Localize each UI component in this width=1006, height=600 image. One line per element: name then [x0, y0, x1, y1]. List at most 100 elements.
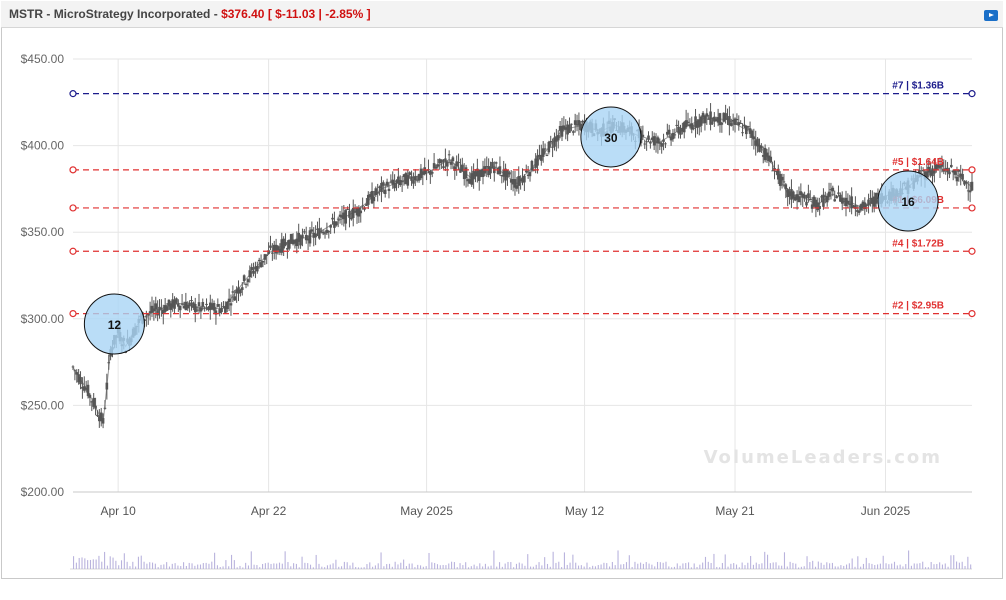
candle-body: [156, 310, 159, 316]
candle-body: [449, 161, 453, 165]
volume-bar: [868, 563, 870, 569]
volume-bar: [434, 562, 436, 569]
candle-body: [468, 179, 472, 184]
volume-bar: [642, 563, 644, 569]
volume-bar: [146, 563, 148, 569]
trade-bubble-label: 12: [108, 318, 122, 332]
candle-body: [801, 193, 805, 198]
candle-body: [799, 191, 803, 195]
volume-bar: [541, 565, 543, 569]
candle-body: [199, 307, 203, 312]
bracket-close: ]: [363, 7, 371, 21]
candle-body: [340, 215, 344, 218]
candle-body: [679, 130, 682, 135]
volume-bar: [106, 565, 108, 569]
volume-bar: [262, 563, 264, 569]
volume-bar: [487, 566, 489, 569]
volume-bar: [264, 563, 266, 569]
candle-body: [210, 303, 214, 310]
volume-bar: [496, 566, 498, 569]
volume-bar: [744, 565, 746, 569]
volume-bar: [326, 565, 329, 569]
candle-body: [733, 118, 737, 125]
candle-body: [846, 200, 850, 204]
volume-bar: [961, 561, 963, 569]
volume-bar: [394, 561, 396, 569]
volume-bar: [885, 563, 887, 569]
volume-bar: [967, 556, 969, 569]
candle-body: [154, 303, 158, 310]
candle-body: [244, 283, 248, 285]
x-tick-label: Jun 2025: [861, 504, 911, 518]
volume-bar: [397, 564, 399, 569]
volume-bar: [135, 566, 137, 569]
volume-bar: [380, 552, 382, 569]
volume-bar: [208, 563, 210, 569]
candle-body: [310, 229, 314, 232]
volume-bar: [341, 566, 343, 569]
candle-body: [295, 238, 299, 247]
candle-body: [321, 231, 325, 234]
volume-bar: [891, 563, 893, 569]
volume-bar: [620, 564, 622, 569]
volume-bar: [594, 566, 597, 569]
volume-bar: [600, 564, 602, 569]
volume-bar: [772, 562, 774, 569]
volume-bar: [185, 566, 187, 569]
level-label: #2 | $2.95B: [892, 301, 944, 312]
volume-bar: [625, 562, 628, 569]
candle-body: [402, 174, 406, 178]
candle-body: [314, 233, 317, 238]
candle-body: [291, 239, 295, 245]
candle-body: [876, 193, 880, 195]
volume-bar: [428, 552, 430, 569]
candle-body: [397, 176, 400, 184]
candle-body: [692, 127, 695, 129]
candle-body: [566, 124, 569, 135]
video-play-icon[interactable]: [984, 10, 998, 21]
candle-body: [205, 303, 208, 306]
candle-body: [267, 250, 270, 254]
volume-bar: [109, 556, 111, 569]
candle-body: [432, 163, 436, 169]
candle-body: [824, 195, 827, 197]
candle-body: [436, 164, 440, 167]
volume-bar: [809, 562, 811, 569]
candle-body: [195, 309, 199, 311]
volume-bar: [592, 565, 594, 569]
volume-bar: [211, 561, 213, 569]
candle-body: [855, 210, 859, 212]
candle-body: [413, 176, 417, 181]
candle-body: [938, 165, 942, 168]
volume-bar: [862, 563, 865, 569]
volume-bar: [431, 562, 433, 569]
volume-bar: [577, 565, 580, 569]
volume-bar: [733, 563, 735, 569]
volume-bar: [738, 567, 740, 569]
candle-body: [90, 401, 94, 403]
candle-body: [515, 185, 519, 189]
volume-bar: [202, 563, 204, 569]
volume-bar: [293, 563, 295, 569]
candle-body: [701, 112, 705, 118]
volume-bar: [417, 564, 419, 569]
volume-bar: [908, 550, 910, 569]
candle-body: [412, 180, 415, 184]
candle-body: [835, 196, 838, 199]
volume-bar: [831, 562, 833, 569]
candle-body: [423, 167, 427, 175]
candle-body: [216, 304, 220, 307]
candle-body: [839, 194, 842, 202]
volume-bar: [845, 564, 848, 569]
trade-bubble: [580, 106, 642, 168]
y-tick-label: $200.00: [21, 485, 65, 499]
volume-bar: [750, 555, 752, 569]
candle-body: [239, 289, 242, 294]
candle-body: [803, 194, 806, 199]
candle-body: [248, 270, 252, 278]
volume-bar: [798, 567, 800, 569]
candle-body: [869, 198, 872, 200]
volume-bar: [504, 563, 506, 569]
volume-bar: [953, 555, 955, 569]
trade-bubble: [877, 170, 939, 232]
